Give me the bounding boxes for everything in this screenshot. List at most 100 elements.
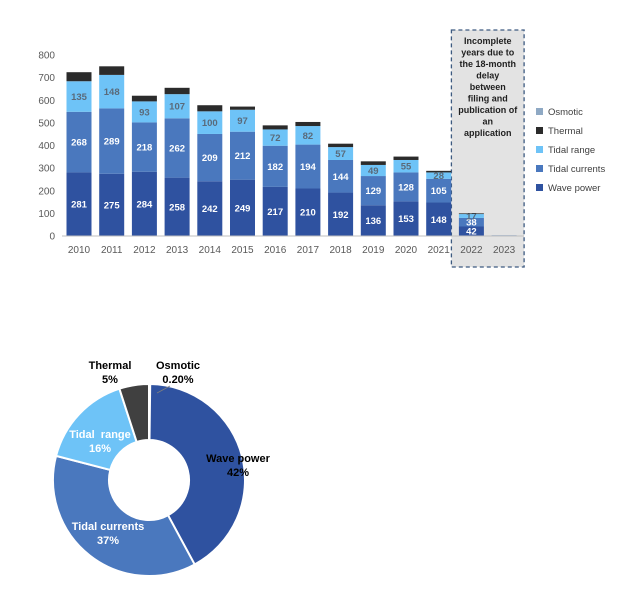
bar-segment-thermal — [328, 144, 353, 147]
data-label: 107 — [169, 102, 185, 113]
bar-segment-thermal — [263, 125, 288, 129]
donut-slice-osmotic — [149, 384, 150, 440]
data-label: 28 — [433, 171, 444, 182]
donut-slice-wave-power — [150, 384, 245, 564]
legend-swatch — [536, 146, 543, 153]
data-label: 284 — [136, 199, 153, 210]
legend-label: Thermal — [548, 126, 583, 137]
data-label: 182 — [267, 162, 283, 173]
data-label: 210 — [300, 208, 316, 219]
y-tick-label: 0 — [49, 232, 55, 243]
data-label: 148 — [431, 215, 447, 226]
data-label: 148 — [104, 87, 120, 98]
data-label: 105 — [431, 186, 448, 197]
y-tick-label: 200 — [38, 186, 55, 197]
data-label: 129 — [365, 186, 381, 197]
bar-segment-thermal — [230, 107, 255, 110]
data-label: 218 — [136, 143, 152, 154]
legend-swatch — [536, 184, 543, 191]
legend-swatch — [536, 165, 543, 172]
x-tick-label: 2021 — [428, 245, 451, 256]
data-label: 57 — [335, 149, 346, 160]
data-label: 136 — [365, 216, 381, 227]
donut-labels: Osmotic0.20% Wave power42% Tidal currents3… — [69, 360, 270, 547]
leader-line — [157, 386, 170, 393]
legend-swatch — [536, 108, 543, 115]
data-label: 249 — [235, 203, 251, 214]
data-label: 128 — [398, 182, 414, 193]
data-label: 212 — [235, 151, 251, 162]
x-tick-label: 2015 — [231, 245, 254, 256]
data-label: 268 — [71, 138, 87, 149]
data-label: 144 — [333, 172, 350, 183]
y-tick-label: 700 — [38, 73, 55, 84]
legend-label: Osmotic — [548, 107, 583, 118]
legend-label: Wave power — [548, 183, 600, 194]
data-label: 93 — [139, 107, 150, 118]
donut-label: Thermal5% — [89, 360, 132, 386]
data-label: 97 — [237, 116, 248, 127]
donut-label: Tidal currents37% — [72, 521, 145, 547]
bar-segment-thermal — [165, 88, 190, 94]
bar-segment-thermal — [361, 161, 386, 165]
x-tick-label: 2010 — [68, 245, 91, 256]
donut-slice-tidal-currents — [53, 456, 195, 576]
data-label: 281 — [71, 200, 88, 211]
x-tick-label: 2023 — [493, 245, 516, 256]
data-label: 275 — [104, 200, 121, 211]
bar-segment-thermal — [394, 157, 419, 160]
legend-label: Tidal currents — [548, 164, 605, 175]
bar-segment-thermal — [132, 96, 157, 102]
data-label: 242 — [202, 204, 218, 215]
y-tick-label: 400 — [38, 141, 55, 152]
data-label: 194 — [300, 162, 317, 173]
bar-segment-thermal — [295, 122, 320, 126]
donut-label: Osmotic0.20% — [156, 360, 200, 386]
bar-segment-thermal — [197, 105, 222, 111]
bar-segment-thermal — [99, 66, 124, 75]
data-label: 72 — [270, 133, 281, 144]
bar-marks: 281 268 135 275 289 148 284 218 93 258 262 107 242 20… — [67, 66, 517, 237]
x-tick-label: 2013 — [166, 245, 189, 256]
bar-segment-thermal — [67, 72, 92, 81]
data-label: 192 — [333, 210, 349, 221]
bar-segment-thermal — [426, 171, 451, 173]
y-tick-label: 800 — [38, 51, 55, 62]
legend-label: Tidal range — [548, 145, 595, 156]
donut-slices — [53, 384, 245, 576]
y-tick-label: 300 — [38, 164, 55, 175]
data-label: 289 — [104, 137, 120, 148]
data-label: 82 — [303, 131, 314, 142]
x-tick-label: 2022 — [460, 245, 483, 256]
stacked-bar-chart: 0100200300400500600700800 Incompleteyear… — [0, 0, 640, 300]
donut-label: Tidal range16% — [69, 429, 131, 455]
bar-segment-thermal — [459, 213, 484, 214]
legend: Osmotic Thermal Tidal range Tidal currents W… — [536, 107, 605, 194]
data-label: 135 — [71, 92, 88, 103]
legend-swatch — [536, 127, 543, 134]
data-label: 209 — [202, 153, 218, 164]
donut-label: Wave power42% — [206, 453, 270, 479]
donut-slice-thermal — [119, 384, 149, 442]
x-tick-label: 2019 — [362, 245, 385, 256]
x-tick-label: 2017 — [297, 245, 320, 256]
y-tick-label: 500 — [38, 118, 55, 129]
x-tick-label: 2012 — [133, 245, 156, 256]
data-label: 262 — [169, 143, 185, 154]
x-tick-label: 2020 — [395, 245, 418, 256]
data-label: 100 — [202, 118, 218, 129]
y-tick-label: 600 — [38, 96, 55, 107]
y-axis: 0 100 200 300 400 500 600 700 800 — [38, 51, 55, 243]
data-label: 217 — [267, 207, 283, 218]
data-label: 153 — [398, 214, 414, 225]
data-label: 258 — [169, 202, 185, 213]
x-tick-label: 2011 — [101, 245, 123, 256]
x-tick-label: 2016 — [264, 245, 287, 256]
donut-slice-tidal-range — [56, 389, 137, 470]
data-label: 49 — [368, 166, 379, 177]
data-label: 55 — [401, 162, 412, 173]
x-tick-label: 2018 — [329, 245, 352, 256]
data-label: 17 — [466, 211, 477, 222]
y-tick-label: 100 — [38, 209, 55, 220]
x-tick-label: 2014 — [199, 245, 222, 256]
